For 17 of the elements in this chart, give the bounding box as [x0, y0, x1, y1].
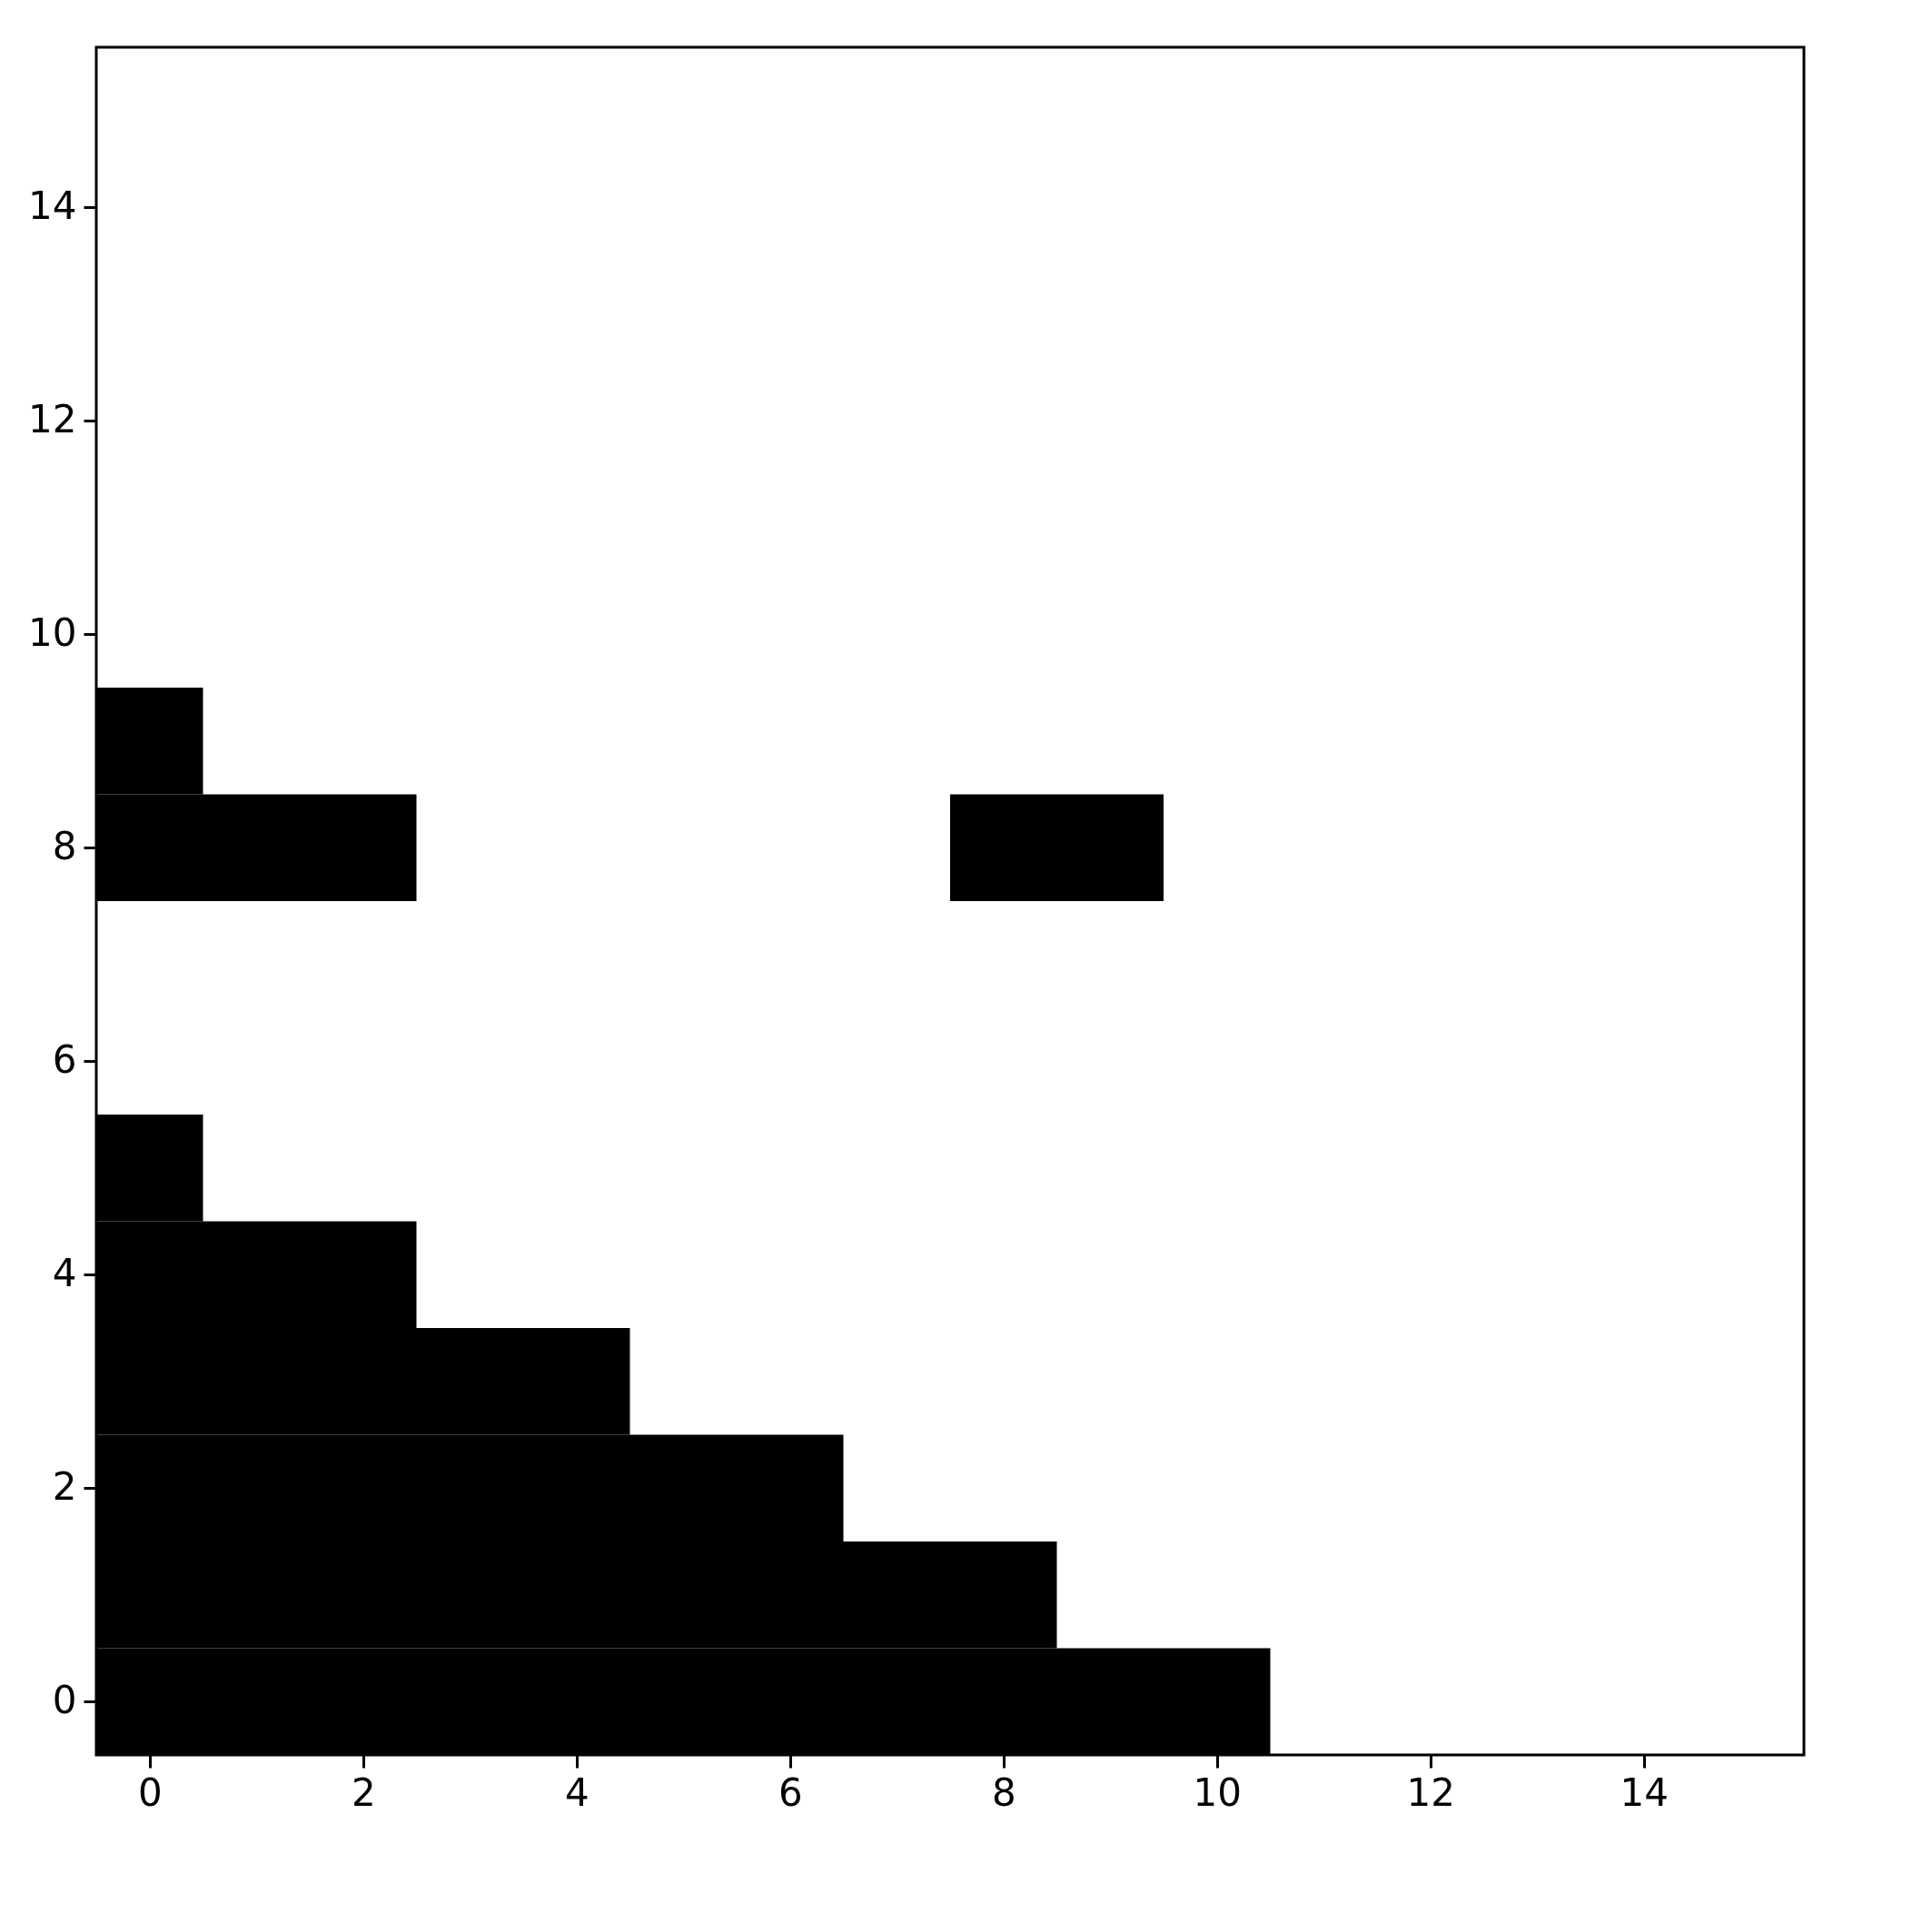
y-tick-label: 10: [28, 610, 77, 656]
x-tick-label: 6: [778, 1769, 803, 1815]
x-tick-label: 10: [1193, 1769, 1242, 1815]
y-tick-label: 0: [52, 1678, 77, 1723]
x-tick-label: 2: [351, 1769, 376, 1815]
x-tick-label: 12: [1406, 1769, 1455, 1815]
x-tick-label: 14: [1620, 1769, 1669, 1815]
x-tick-label: 8: [991, 1769, 1016, 1815]
x-tick-label: 4: [564, 1769, 590, 1815]
y-tick-label: 4: [52, 1251, 77, 1296]
y-tick-label: 8: [52, 824, 77, 869]
y-tick-label: 12: [28, 397, 77, 442]
y-tick-label: 14: [28, 183, 77, 229]
y-tick-label: 6: [52, 1037, 77, 1083]
bar: [950, 794, 1164, 901]
y-tick-label: 2: [52, 1464, 77, 1510]
x-tick-label: 0: [137, 1769, 163, 1815]
